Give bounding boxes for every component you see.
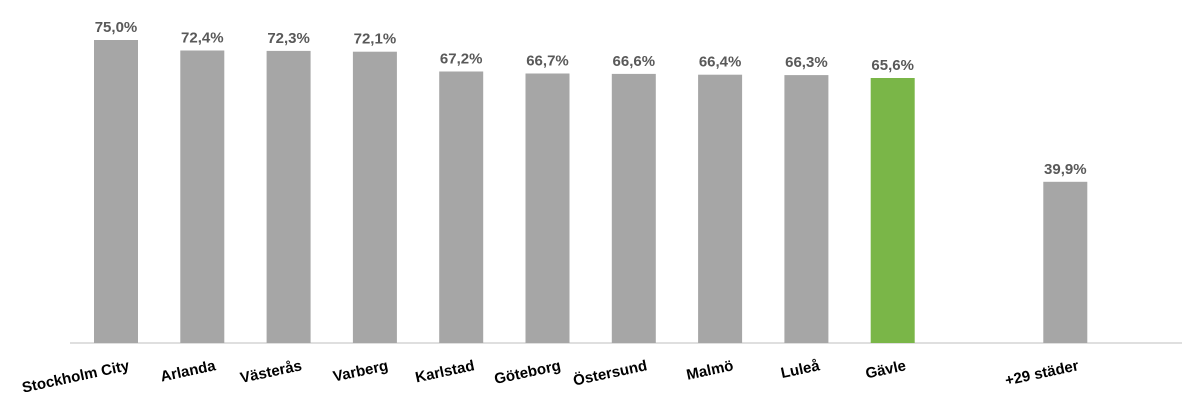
category-label-västerås: Västerås <box>239 357 304 387</box>
category-label-varberg: Varberg <box>332 357 390 385</box>
category-label-göteborg: Göteborg <box>493 357 563 388</box>
value-label-luleå: 66,3% <box>785 54 828 71</box>
value-label-göteborg: 66,7% <box>526 53 569 70</box>
bar-västerås <box>266 50 311 344</box>
category-label-malmö: Malmö <box>685 357 735 384</box>
value-label-malmö: 66,4% <box>699 54 742 71</box>
category-label-stockholm-city: Stockholm City <box>20 357 131 396</box>
bar-stockholm-city <box>94 40 138 343</box>
category-label-gävle: Gävle <box>864 357 908 382</box>
category-label-östersund: Östersund <box>572 357 649 389</box>
bar-göteborg <box>525 73 570 343</box>
value-label-västerås: 72,3% <box>267 30 310 47</box>
bar-plus29-städer <box>1043 181 1088 343</box>
value-label-varberg: 72,1% <box>354 31 397 48</box>
bar-varberg <box>352 51 397 343</box>
value-label-plus29-städer: 39,9% <box>1044 161 1087 178</box>
value-label-gävle: 65,6% <box>871 57 914 74</box>
value-label-arlanda: 72,4% <box>181 30 224 47</box>
category-label-arlanda: Arlanda <box>159 357 218 385</box>
bar-arlanda <box>180 50 225 343</box>
value-label-östersund: 66,6% <box>613 53 656 70</box>
bar-luleå <box>784 75 829 343</box>
category-label-plus29-städer: +29 städer <box>1004 357 1081 389</box>
bar-karlstad <box>439 71 484 343</box>
category-label-luleå: Luleå <box>779 357 821 382</box>
bar-gävle <box>870 78 915 343</box>
bar-östersund <box>611 73 656 344</box>
value-label-stockholm-city: 75,0% <box>95 19 138 36</box>
value-label-karlstad: 67,2% <box>440 51 483 68</box>
category-label-karlstad: Karlstad <box>414 357 476 386</box>
bar-malmö <box>698 74 743 343</box>
